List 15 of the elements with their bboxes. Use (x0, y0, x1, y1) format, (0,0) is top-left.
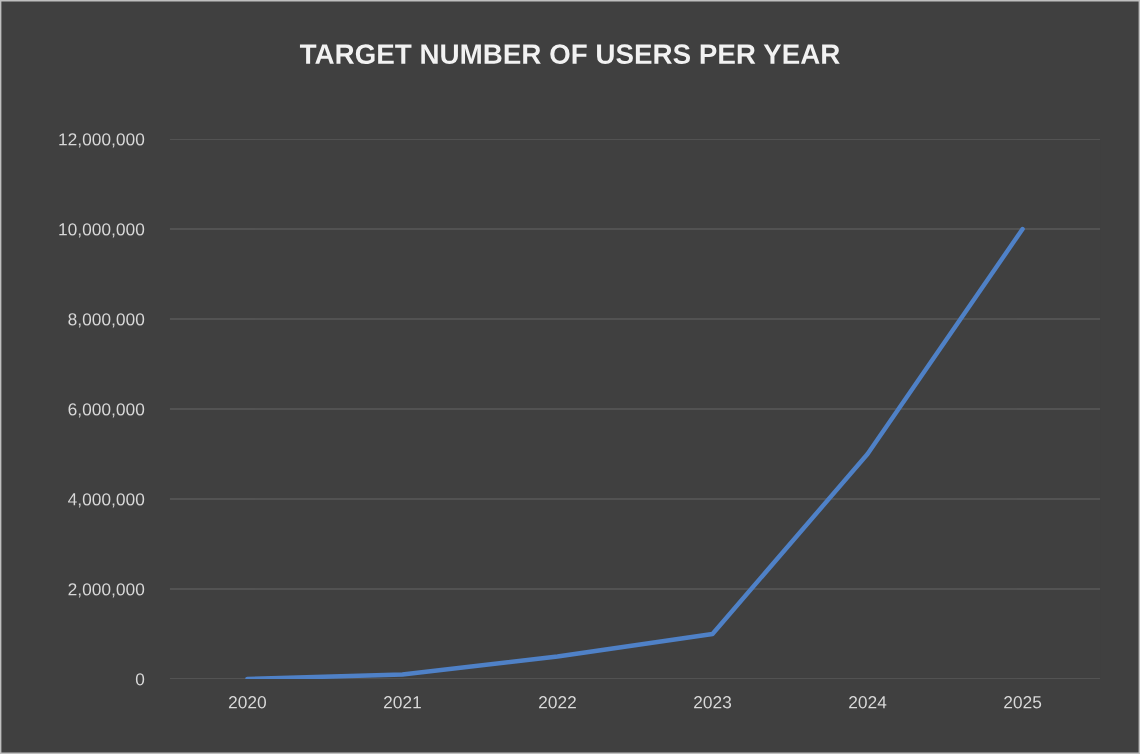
x-tick-label: 2024 (849, 696, 887, 709)
y-tick-label: 4,000,000 (68, 493, 145, 508)
y-tick-label: 10,000,000 (59, 223, 145, 238)
y-tick-label: 12,000,000 (59, 133, 145, 148)
y-tick-label: 8,000,000 (68, 313, 145, 328)
y-tick-label: 0 (135, 673, 145, 686)
x-tick-label: 2021 (383, 696, 421, 709)
line-series (245, 226, 1025, 679)
x-tick-label: 2020 (228, 696, 267, 709)
x-tick-label: 2025 (1004, 696, 1042, 709)
y-tick-label: 6,000,000 (68, 403, 145, 418)
chart-title: TARGET NUMBER OF USERS PER YEAR (299, 44, 840, 65)
x-tick-label: 2023 (694, 696, 732, 709)
y-tick-label: 2,000,000 (68, 583, 145, 598)
x-tick-label: 2022 (539, 696, 576, 709)
